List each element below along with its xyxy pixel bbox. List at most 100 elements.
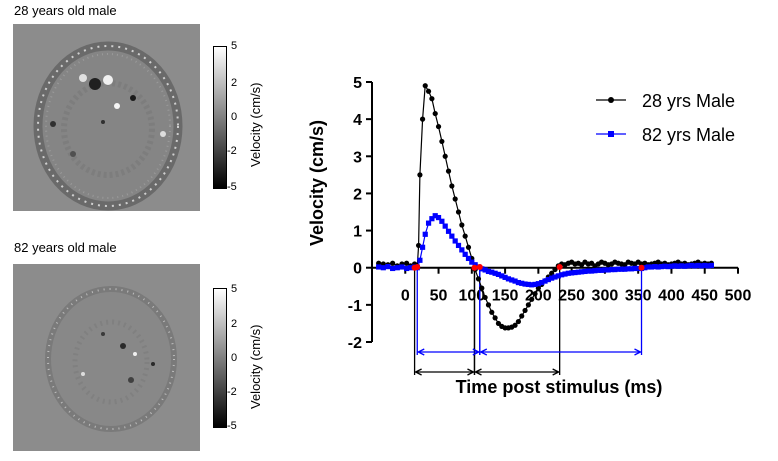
colorbar-tick: -5	[227, 420, 237, 432]
data-point	[705, 263, 711, 269]
data-point	[622, 266, 628, 272]
data-point	[462, 251, 468, 257]
bracket-arrow-right	[467, 368, 475, 376]
data-point	[452, 196, 458, 202]
data-point	[475, 276, 482, 282]
data-point	[579, 269, 585, 275]
data-point	[592, 268, 598, 274]
data-point	[422, 83, 428, 89]
data-point	[422, 231, 428, 237]
data-point	[455, 242, 462, 249]
colorbar-label: Velocity (cm/s)	[248, 82, 263, 167]
data-point	[376, 264, 382, 270]
data-point	[522, 307, 528, 314]
data-point	[465, 244, 472, 250]
data-point	[429, 96, 435, 102]
zero-crossing-marker	[556, 263, 563, 270]
x-axis-label: Time post stimulus (ms)	[456, 377, 663, 397]
colorbar-label: Velocity (cm/s)	[248, 324, 263, 409]
data-point	[495, 320, 502, 327]
colorbar-tick: 5	[231, 283, 238, 295]
data-point	[417, 257, 423, 263]
data-point	[565, 270, 571, 276]
data-point	[582, 268, 588, 275]
data-point	[642, 265, 648, 271]
data-point	[502, 274, 508, 280]
x-tick-label: 350	[625, 288, 652, 305]
data-point	[489, 309, 495, 315]
data-point	[429, 216, 435, 222]
data-point	[394, 265, 400, 271]
data-point	[678, 263, 685, 269]
series-old-male	[376, 213, 714, 288]
data-point	[692, 263, 698, 269]
colorbar-tick: 0	[231, 111, 238, 123]
data-point	[380, 265, 386, 271]
data-point	[390, 260, 396, 266]
data-point	[385, 264, 391, 270]
mri-image-28	[13, 24, 200, 211]
data-point	[390, 265, 396, 272]
bracket-arrow-right	[552, 368, 561, 376]
colorbar-tick: 2	[231, 77, 238, 89]
data-point	[399, 264, 405, 270]
data-point	[482, 294, 488, 301]
data-point	[432, 213, 438, 219]
data-point	[505, 276, 512, 282]
series-line	[378, 214, 712, 286]
data-point	[495, 271, 502, 277]
data-point	[442, 223, 448, 229]
y-tick-label: -2	[348, 335, 362, 352]
x-tick-label: 400	[658, 288, 685, 305]
colorbar-82	[213, 288, 227, 428]
y-tick-label: 3	[353, 149, 362, 166]
data-point	[602, 267, 608, 273]
bracket-arrow-right	[634, 348, 642, 356]
y-tick-label: 1	[353, 224, 362, 241]
data-point	[492, 315, 498, 321]
zero-crossing-marker	[476, 263, 483, 270]
data-point	[655, 264, 661, 270]
data-point	[459, 222, 465, 228]
data-point	[472, 262, 478, 268]
data-point	[539, 279, 545, 286]
data-point	[662, 263, 668, 269]
data-point	[499, 273, 505, 279]
data-point	[452, 238, 458, 244]
data-point	[465, 255, 472, 262]
brain-velocity-map-28	[13, 24, 200, 211]
interval-bracket	[479, 267, 643, 356]
data-point	[519, 280, 525, 286]
data-point	[685, 263, 691, 269]
data-point	[625, 266, 631, 272]
data-point	[445, 168, 452, 174]
data-point	[552, 274, 558, 280]
data-point	[442, 153, 448, 159]
data-point	[698, 263, 704, 269]
colorbar-tick: -2	[227, 386, 237, 398]
colorbar-tick: -5	[227, 181, 237, 193]
data-point	[445, 228, 452, 234]
data-point	[404, 265, 410, 272]
data-point	[529, 296, 535, 302]
data-point	[675, 263, 681, 269]
legend-marker	[608, 131, 614, 137]
data-point	[512, 278, 518, 284]
data-point	[559, 272, 565, 278]
zero-crossing-marker	[414, 263, 421, 270]
data-point	[469, 259, 475, 265]
interval-bracket	[416, 267, 481, 356]
x-tick-label: 100	[458, 288, 485, 305]
bracket-arrow-right	[472, 348, 481, 356]
colorbar-tick: 2	[231, 318, 238, 330]
data-point	[569, 270, 575, 276]
data-point	[595, 267, 601, 273]
interval-bracket	[413, 267, 476, 376]
colorbar-tick: -2	[227, 145, 237, 157]
bracket-arrow-left	[414, 368, 422, 376]
bracket-arrow-left	[479, 348, 488, 356]
data-point	[525, 302, 531, 308]
colorbar-28	[213, 46, 227, 189]
data-point	[628, 266, 635, 272]
